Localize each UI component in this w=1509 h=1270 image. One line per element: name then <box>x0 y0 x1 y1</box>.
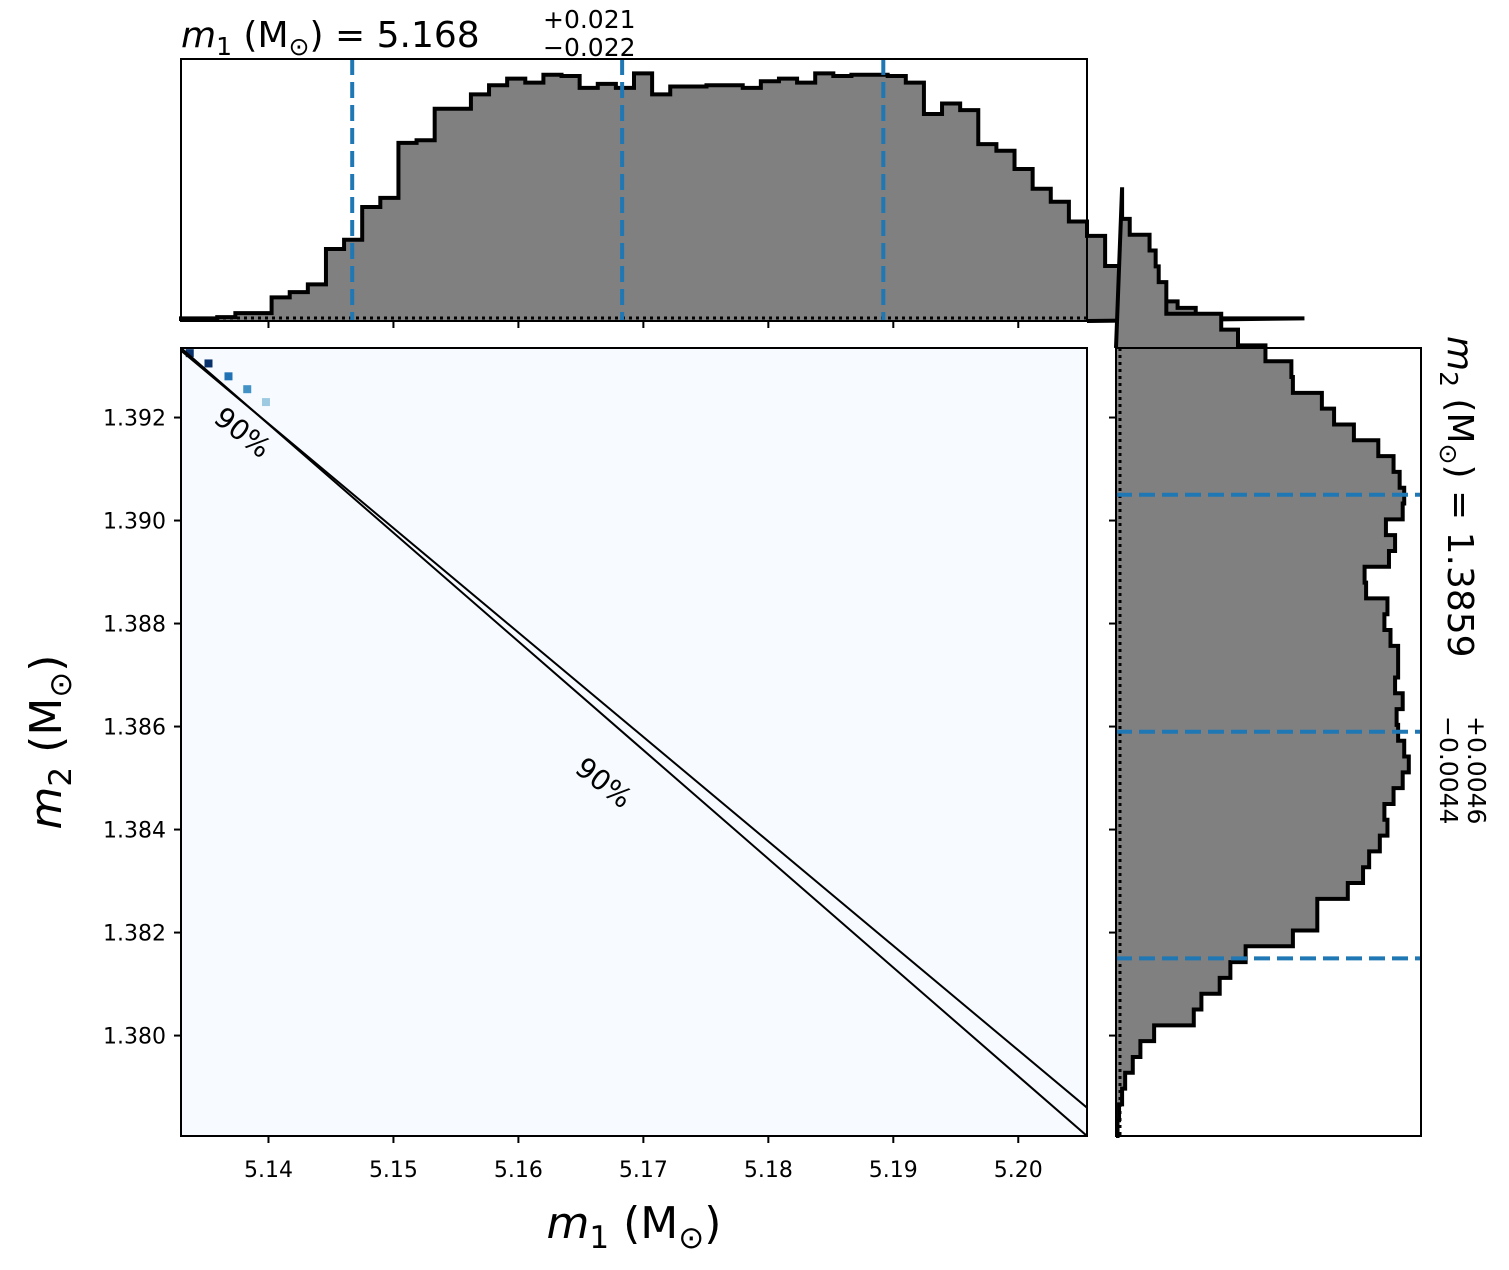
density-cell-1 <box>204 359 213 368</box>
m1-marginal-frame <box>180 58 1088 322</box>
y-tick-label-5: 1.382 <box>103 922 166 947</box>
density-cell-4 <box>261 398 270 407</box>
m2-title-symbol: m <box>1439 336 1480 371</box>
y-label-symbol: m <box>21 787 72 830</box>
y-tick-label-6: 1.380 <box>103 1025 166 1050</box>
x-tick-label-2: 5.16 <box>494 1158 543 1183</box>
x-tick-label-1: 5.15 <box>369 1158 418 1183</box>
m1-title-symbol: m <box>181 15 216 56</box>
x-tick-label-4: 5.18 <box>744 1158 793 1183</box>
m1-title-subscript: 1 <box>216 32 232 61</box>
y-tick-label-3: 1.386 <box>103 716 166 741</box>
x-label-unit-close: ) <box>704 1198 721 1249</box>
x-tick-label-6: 5.20 <box>994 1158 1043 1183</box>
x-tick-label-3: 5.17 <box>619 1158 668 1183</box>
m2-title-subscript: 2 <box>1434 371 1463 387</box>
x-label-subscript: 1 <box>589 1220 609 1256</box>
joint-frame <box>180 347 1088 1137</box>
m2-histogram-outline <box>1114 187 1411 1138</box>
m1-histogram-outline <box>179 71 1305 323</box>
m2-histogram-fill <box>1116 187 1409 1136</box>
density-cell-0 <box>185 349 194 358</box>
m1-title-sun-symbol: ⊙ <box>289 32 310 61</box>
x-tick-label-5: 5.19 <box>869 1158 918 1183</box>
m2-title-sun-symbol: ⊙ <box>1434 444 1463 465</box>
contour-label-bg-0 <box>207 400 279 465</box>
m1-title-lower-error: −0.022 <box>543 33 636 62</box>
m1-title-value: ) = 5.168 <box>310 15 480 56</box>
m2-histogram <box>1114 187 1421 1138</box>
contour-line-90-1 <box>181 348 1087 1136</box>
y-tick-label-2: 1.388 <box>103 613 166 638</box>
x-tick-label-0: 5.14 <box>244 1158 293 1183</box>
x-axis-label: m1 (M⊙) <box>547 1198 722 1256</box>
m1-histogram-fill <box>181 73 1305 321</box>
m2-marginal-y-ticks <box>1109 416 1116 1037</box>
y-tick-label-1: 1.390 <box>103 510 166 535</box>
y-label-unit-close: ) <box>21 655 72 672</box>
m2-marginal-title: m2 (M⊙) = 1.3859 +0.0046 −0.0044 <box>1434 336 1491 824</box>
m1-title-unit-open: (M <box>232 15 289 56</box>
density-cell-3 <box>243 385 252 394</box>
m2-title-lower-error: −0.0044 <box>1434 716 1463 824</box>
joint-panel: 90%90% 5.14 5.15 5.16 5.17 5.18 5.19 5.20 1.39… <box>21 347 1088 1256</box>
y-label-subscript: 2 <box>43 767 79 787</box>
m1-marginal-title: m1 (M⊙) = 5.168 <box>181 15 480 61</box>
x-label-unit-open: (M <box>609 1198 678 1249</box>
joint-x-ticks: 5.14 5.15 5.16 5.17 5.18 5.19 5.20 <box>244 1136 1043 1183</box>
m2-marginal-frame <box>1115 347 1422 1137</box>
joint-y-ticks: 1.392 1.390 1.388 1.386 1.384 1.382 1.380 <box>103 407 181 1050</box>
m2-title-value: ) = 1.3859 <box>1439 465 1480 658</box>
density-cell-2 <box>224 372 233 381</box>
m2-marginal-panel: m2 (M⊙) = 1.3859 +0.0046 −0.0044 <box>1109 187 1491 1138</box>
x-label-sun-symbol: ⊙ <box>678 1220 704 1256</box>
m1-marginal-panel: m1 (M⊙) = 5.168 +0.021 −0.022 <box>179 5 1305 328</box>
y-axis-label: m2 (M⊙) <box>21 655 79 830</box>
x-label-symbol: m <box>547 1198 590 1249</box>
m2-title-unit-open: (M <box>1439 387 1480 444</box>
y-label-sun-symbol: ⊙ <box>43 672 79 698</box>
m2-title-text: m2 (M⊙) = 1.3859 <box>1434 336 1480 658</box>
m1-title-upper-error: +0.021 <box>543 5 636 34</box>
y-label-unit-open: (M <box>21 698 72 767</box>
contour-line-90-0 <box>181 349 1087 1109</box>
m1-marginal-x-ticks <box>267 321 1020 328</box>
y-tick-label-0: 1.392 <box>103 407 166 432</box>
m1-histogram <box>179 59 1305 323</box>
y-tick-label-4: 1.384 <box>103 819 166 844</box>
contour-label-bg-1 <box>568 750 640 815</box>
m2-title-upper-error: +0.0046 <box>1462 716 1491 824</box>
